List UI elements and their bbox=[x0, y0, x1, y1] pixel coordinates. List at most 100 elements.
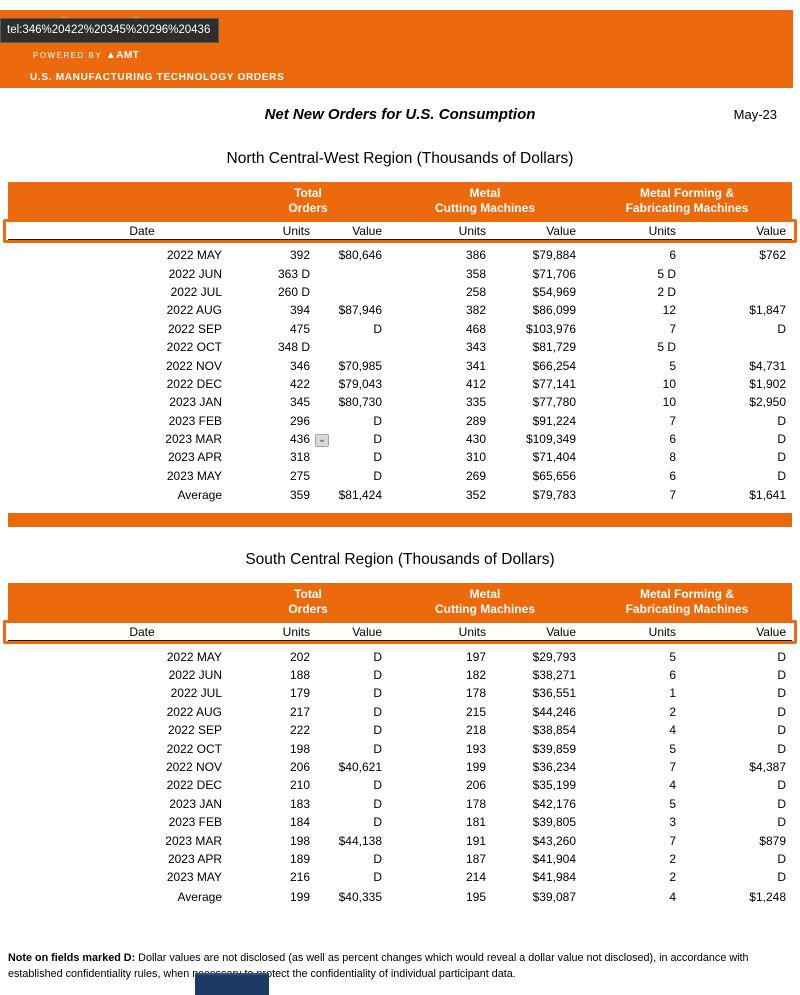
date-cell: 2022 AUG bbox=[166, 704, 222, 719]
table-title-north-central-west: North Central-West Region (Thousands of … bbox=[226, 150, 574, 167]
data-cell: 363 D bbox=[277, 266, 310, 281]
data-cell: 206 bbox=[465, 778, 486, 793]
data-cell: D bbox=[777, 741, 786, 756]
data-cell: $1,847 bbox=[749, 303, 786, 318]
amt-logo: ▲AMT bbox=[105, 50, 140, 61]
date-cell: 2022 DEC bbox=[166, 376, 222, 391]
data-cell: 184 bbox=[289, 815, 310, 830]
taskbar-fragment bbox=[195, 973, 269, 995]
data-cell: 222 bbox=[289, 723, 310, 738]
data-cell: 7 bbox=[669, 321, 676, 336]
data-cell: 394 bbox=[289, 303, 310, 318]
data-cell: $44,138 bbox=[338, 833, 382, 848]
data-cell: 198 bbox=[289, 741, 310, 756]
table-row: 2022 MAY 202 D 197 $29,793 5 D bbox=[8, 647, 792, 665]
data-cell: 7 bbox=[669, 413, 676, 428]
data-cell: 318 bbox=[289, 450, 310, 465]
data-cell: D bbox=[777, 704, 786, 719]
data-cell: 193 bbox=[465, 741, 486, 756]
data-cell: 218 bbox=[465, 723, 486, 738]
data-cell: D bbox=[777, 649, 786, 664]
data-cell: $762 bbox=[759, 248, 786, 263]
data-cell: $70,985 bbox=[338, 358, 382, 373]
data-cell: 382 bbox=[465, 303, 486, 318]
data-cell: 436 ⌄ bbox=[228, 432, 329, 448]
data-cell: D bbox=[777, 815, 786, 830]
date-cell: 2022 NOV bbox=[165, 760, 222, 774]
data-cell: $41,904 bbox=[532, 851, 576, 866]
data-cell: 202 bbox=[289, 649, 310, 664]
data-cell: 2 bbox=[669, 704, 676, 719]
data-cell: 214 bbox=[465, 870, 486, 885]
data-cell: $79,884 bbox=[532, 248, 576, 263]
data-cell: 5 bbox=[669, 649, 676, 664]
data-cell: D bbox=[373, 815, 382, 830]
data-cell: 206 bbox=[289, 760, 310, 774]
data-cell: 4 bbox=[669, 889, 676, 904]
data-cell: $4,731 bbox=[749, 358, 786, 373]
dropdown-marker-icon[interactable]: ⌄ bbox=[315, 434, 329, 448]
data-cell: 189 bbox=[289, 851, 310, 866]
data-cell: D bbox=[373, 450, 382, 465]
data-cell: 2 bbox=[669, 851, 676, 866]
date-cell: 2023 MAY bbox=[166, 870, 222, 885]
data-cell: 183 bbox=[289, 796, 310, 811]
data-cell: $79,043 bbox=[338, 376, 382, 391]
group-header-spacer bbox=[8, 587, 228, 616]
column-header-units: Units bbox=[458, 625, 486, 640]
data-cell: $86,099 bbox=[532, 303, 576, 318]
table-row: 2023 MAR 198 $44,138 191 $43,260 7 $879 bbox=[8, 831, 792, 849]
report-period: May-23 bbox=[733, 107, 777, 122]
column-header-value: Value bbox=[352, 224, 382, 238]
table-row: 2022 MAY 392 $80,646 386 $79,884 6 $762 bbox=[8, 246, 792, 264]
column-header-date: Date bbox=[129, 224, 155, 238]
table-row: 2023 MAY 216 D 214 $41,984 2 D bbox=[8, 868, 792, 886]
data-cell: 468 bbox=[465, 321, 486, 336]
data-cell: 1 bbox=[669, 686, 676, 701]
data-cell: 195 bbox=[465, 889, 486, 904]
date-cell: 2023 MAY bbox=[166, 468, 222, 483]
data-cell: $91,224 bbox=[532, 413, 576, 428]
date-cell: 2022 OCT bbox=[166, 340, 222, 355]
data-cell: 358 bbox=[465, 266, 486, 281]
data-cell: $4,387 bbox=[749, 760, 786, 774]
data-cell: 4 bbox=[669, 778, 676, 793]
data-cell: $39,805 bbox=[532, 815, 576, 830]
data-cell: 6 bbox=[669, 468, 676, 483]
data-cell: 345 bbox=[289, 395, 310, 410]
data-cell: D bbox=[373, 686, 382, 701]
data-cell: $40,335 bbox=[338, 889, 382, 904]
column-header-value: Value bbox=[352, 625, 382, 640]
data-cell: $1,248 bbox=[749, 889, 786, 904]
column-header-highlight-box: Date Units Value Units Value Units Value bbox=[3, 620, 797, 645]
table-row: 2022 NOV 206 $40,621 199 $36,234 7 $4,387 bbox=[8, 758, 792, 776]
data-cell: 260 D bbox=[277, 284, 310, 299]
data-cell: D bbox=[777, 450, 786, 465]
report-title: Net New Orders for U.S. Consumption bbox=[264, 106, 536, 123]
table-row: 2022 OCT 198 D 193 $39,859 5 D bbox=[8, 739, 792, 757]
column-header-date: Date bbox=[129, 625, 155, 640]
data-cell: $879 bbox=[759, 833, 786, 848]
data-cell: D bbox=[373, 778, 382, 793]
data-cell: 8 bbox=[669, 450, 676, 465]
data-cell: 5 bbox=[669, 358, 676, 373]
data-cell: $39,087 bbox=[532, 889, 576, 904]
average-row: Average 199 $40,335 195 $39,087 4 $1,248 bbox=[8, 888, 792, 906]
data-cell: D bbox=[777, 432, 786, 447]
date-cell: 2022 AUG bbox=[166, 303, 222, 318]
date-cell: 2022 JUL bbox=[170, 686, 222, 701]
data-cell: 475 bbox=[289, 321, 310, 336]
column-header-highlight-box: Date Units Value Units Value Units Value bbox=[3, 219, 797, 243]
data-cell: $109,349 bbox=[525, 432, 576, 447]
date-cell: 2022 MAY bbox=[166, 649, 222, 664]
column-header-units: Units bbox=[648, 625, 676, 640]
data-cell: D bbox=[373, 432, 382, 447]
data-cell: 7 bbox=[669, 833, 676, 848]
confidentiality-note: Note on fields marked D: Dollar values a… bbox=[8, 951, 778, 982]
data-cell: D bbox=[777, 778, 786, 793]
data-cell: $36,551 bbox=[532, 686, 576, 701]
region-table-north-central-west: Total Orders Metal Cutting Machines Metal … bbox=[3, 182, 797, 504]
data-cell: D bbox=[777, 468, 786, 483]
column-header-value: Value bbox=[756, 625, 786, 640]
data-cell: $65,656 bbox=[532, 468, 576, 483]
